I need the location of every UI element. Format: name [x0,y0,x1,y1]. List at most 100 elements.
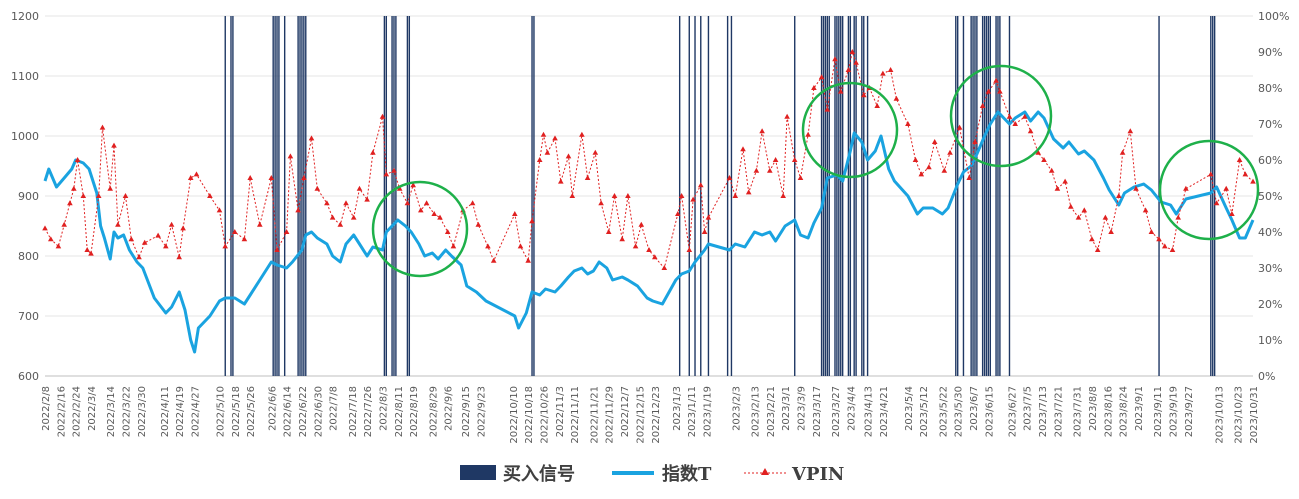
vpin-point [791,157,798,162]
vpin-point [308,135,315,141]
x-tick-label: 2022/10/26 [540,386,551,444]
vpin-point [1236,157,1243,162]
vpin-point [805,131,811,137]
x-tick-label: 2022/2/24 [72,386,83,437]
x-tick-label: 2022/12/23 [651,386,662,444]
vpin-line [44,50,1254,270]
vpin-point [370,149,376,155]
vpin-point [745,189,752,195]
x-tick-label: 2022/8/3 [378,386,389,431]
y-right-tick-label: 30% [1258,262,1282,275]
legend-label-index-t: 指数T [662,463,712,485]
x-tick-label: 2022/7/18 [348,386,359,437]
vpin-point [396,185,403,191]
x-tick-label: 2023/4/4 [846,386,857,431]
vpin-point [1006,113,1013,119]
highlight-circle [1158,139,1260,241]
vpin-point [565,153,572,159]
vpin-point [324,200,330,206]
vpin-point [180,225,186,231]
vpin-point [232,229,238,234]
vpin-point [985,88,992,94]
vpin-point [592,149,599,155]
vpin-point [993,77,999,83]
x-tick-label: 2022/9/15 [461,386,472,437]
vpin-point [1142,207,1149,213]
x-tick-label: 2022/4/11 [160,386,171,437]
y-right-tick-label: 10% [1258,334,1282,347]
x-tick-label: 2023/1/11 [687,386,698,437]
vpin-point [383,171,390,177]
vpin-point [163,243,169,249]
y-right-tick-label: 20% [1258,298,1282,311]
vpin-point [475,221,482,227]
vpin-point [450,243,457,249]
vpin-point [552,135,558,141]
x-tick-label: 2022/4/19 [175,386,186,437]
vpin-point [997,88,1003,94]
y-left-tick-label: 1000 [11,130,39,143]
vpin-point [966,175,972,180]
vpin-point [444,229,451,234]
vpin-point [540,131,547,137]
x-tick-label: 2022/5/26 [246,386,257,437]
x-tick-label: 2022/3/14 [106,386,117,437]
x-tick-label: 2023/1/19 [703,386,714,437]
y-axis-left: 600 700 800 900 1000 1100 1200 [11,10,39,383]
vpin-point [1094,247,1101,252]
vpin-point [726,175,733,180]
vpin-point [95,193,102,198]
vpin-point [107,185,113,191]
y-axis-right: 0% 10% 20% 30% 40% 50% 60% 70% 80% 90% 100% [1258,10,1289,383]
vpin-point [337,221,344,227]
vpin-point [705,214,712,220]
vpin-point [837,88,844,94]
vpin-point [418,207,424,213]
gridlines [45,15,1253,377]
x-tick-label: 2022/7/8 [329,386,340,431]
x-tick-label: 2022/11/11 [570,386,581,444]
y-left-tick-label: 1200 [11,10,39,23]
vpin-point [122,193,129,198]
vpin-series [42,49,1256,270]
legend: 买入信号 指数T VPIN [460,463,844,485]
vpin-point [918,171,925,177]
vpin-point [1223,185,1229,191]
vpin-point [544,149,551,155]
vpin-point [216,207,223,213]
x-tick-label: 2023/3/1 [781,386,792,431]
vpin-point [753,167,760,173]
x-tick-label: 2022/6/14 [283,386,294,437]
vpin-point [824,106,831,112]
x-tick-label: 2023/7/31 [1073,386,1084,437]
vpin-point [1208,171,1214,177]
x-tick-label: 2022/10/18 [524,386,535,444]
highlight-circle [371,180,469,278]
x-tick-label: 2023/9/19 [1168,386,1179,437]
vpin-point [268,175,275,180]
vpin-point [301,175,307,180]
vpin-point [356,185,363,191]
x-tick-label: 2023/3/9 [796,386,807,431]
vpin-point [1022,113,1028,119]
vpin-point [632,243,639,249]
x-tick-label: 2022/11/21 [589,386,600,444]
vpin-point [1012,121,1018,126]
vpin-point [1102,214,1109,220]
vpin-point [811,85,817,90]
y-left-tick-label: 900 [18,190,39,203]
y-right-tick-label: 40% [1258,226,1282,239]
vpin-point [469,200,476,206]
vpin-point [48,236,54,242]
x-tick-label: 2023/3/27 [831,386,842,437]
vpin-point [99,124,106,130]
x-tick-label: 2023/6/15 [984,386,995,437]
y-right-tick-label: 90% [1258,46,1282,59]
x-tick-label: 2023/5/12 [919,386,930,437]
x-tick-label: 2023/2/3 [731,386,742,431]
x-tick-label: 2023/1/3 [672,386,683,431]
x-tick-label: 2022/2/16 [56,386,67,437]
vpin-point [740,146,746,152]
vpin-point [61,221,67,227]
